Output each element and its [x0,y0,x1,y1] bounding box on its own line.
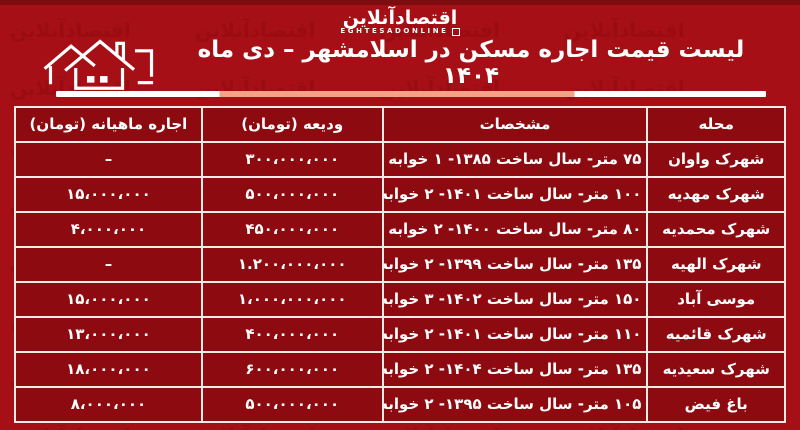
title-band: لیست قیمت اجاره مسکن در اسلامشهر – دی ما… [0,36,800,90]
table-row: باغ فیض ۱۰۵ متر- سال ساخت ۱۳۹۵- ۲ خوابه … [14,385,786,423]
specs-cell: ۱۵۰ متر- سال ساخت ۱۴۰۲- ۳ خوابه [381,280,649,318]
header-specs: مشخصات [381,105,649,143]
top-strip [0,0,800,5]
specs-cell: ۸۰ متر- سال ساخت ۱۴۰۰- ۲ خوابه [381,210,649,248]
neighborhood-cell: شهرک محمدیه [646,210,786,248]
table-row: شهرک سعیدیه ۱۳۵ متر- سال ساخت ۱۴۰۴- ۲ خو… [14,350,786,388]
brand-name-fa: اقتصادآنلاین [342,7,458,29]
neighborhood-cell: شهرک سعیدیه [646,350,786,388]
deposit-cell: ۱.۲۰۰،۰۰۰،۰۰۰ [200,245,384,283]
rent-cell: – [14,245,203,283]
neighborhood-cell: شهرک الهیه [646,245,786,283]
table-body: شهرک واوان ۷۵ متر- سال ساخت ۱۳۸۵- ۱ خواب… [14,140,786,423]
rent-price-table: محله مشخصات ودیعه (تومان) اجاره ماهیانه … [14,105,786,423]
title-underline [56,90,766,97]
rent-cell: ۱۸،۰۰۰،۰۰۰ [14,350,203,388]
table-row: شهرک واوان ۷۵ متر- سال ساخت ۱۳۸۵- ۱ خواب… [14,140,786,178]
rent-cell: ۸،۰۰۰،۰۰۰ [14,385,203,423]
specs-cell: ۷۵ متر- سال ساخت ۱۳۸۵- ۱ خوابه [381,140,649,178]
brand-flag-icon [451,27,460,36]
neighborhood-cell: باغ فیض [646,385,786,423]
rent-cell: ۴،۰۰۰،۰۰۰ [14,210,203,248]
header-rent: اجاره ماهیانه (تومان) [14,105,203,143]
neighborhood-cell: شهرک مهدیه [646,175,786,213]
page-title: لیست قیمت اجاره مسکن در اسلامشهر – دی ما… [197,36,745,89]
brand-name-en-text: EGHTESADONLINE [340,27,449,36]
deposit-cell: ۵۰۰،۰۰۰،۰۰۰ [200,175,384,213]
neighborhood-cell: موسی آباد [646,280,786,318]
table-header-row: محله مشخصات ودیعه (تومان) اجاره ماهیانه … [14,105,786,143]
header-neighborhood: محله [646,105,786,143]
house-icon [43,39,154,90]
watermark-text: اقتصادآنلاین [195,424,316,430]
table-row: شهرک الهیه ۱۳۵ متر- سال ساخت ۱۳۹۹- ۲ خوا… [14,245,786,283]
header-deposit: ودیعه (تومان) [200,105,384,143]
rent-cell: ۱۵،۰۰۰،۰۰۰ [14,280,203,318]
watermark-text: اقتصادآنلاین [379,424,500,430]
deposit-cell: ۴۵۰،۰۰۰،۰۰۰ [200,210,384,248]
deposit-cell: ۳۰۰،۰۰۰،۰۰۰ [200,140,384,178]
rent-cell: ۱۳،۰۰۰،۰۰۰ [14,315,203,353]
specs-cell: ۱۳۵ متر- سال ساخت ۱۴۰۴- ۲ خوابه [381,350,649,388]
rent-cell: – [14,140,203,178]
table-row: موسی آباد ۱۵۰ متر- سال ساخت ۱۴۰۲- ۳ خواب… [14,280,786,318]
table-row: شهرک قائمیه ۱۱۰ متر- سال ساخت ۱۴۰۱- ۲ خو… [14,315,786,353]
rent-cell: ۱۵،۰۰۰،۰۰۰ [14,175,203,213]
deposit-cell: ۶۰۰،۰۰۰،۰۰۰ [200,350,384,388]
deposit-cell: ۴۰۰،۰۰۰،۰۰۰ [200,315,384,353]
specs-cell: ۱۰۵ متر- سال ساخت ۱۳۹۵- ۲ خوابه [381,385,649,423]
watermark-text: اقتصادآنلاین [10,424,131,430]
brand-name-en: EGHTESADONLINE [340,27,460,36]
watermark-text: اقتصادآنلاین [564,424,685,430]
table-row: شهرک محمدیه ۸۰ متر- سال ساخت ۱۴۰۰- ۲ خوا… [14,210,786,248]
specs-cell: ۱۱۰ متر- سال ساخت ۱۴۰۱- ۲ خوابه [381,315,649,353]
deposit-cell: ۵۰۰،۰۰۰،۰۰۰ [200,385,384,423]
brand-logo: اقتصادآنلاین EGHTESADONLINE [0,5,800,36]
specs-cell: ۱۰۰ متر- سال ساخت ۱۴۰۱- ۲ خوابه [381,175,649,213]
table-row: شهرک مهدیه ۱۰۰ متر- سال ساخت ۱۴۰۱- ۲ خوا… [14,175,786,213]
deposit-cell: ۱،۰۰۰،۰۰۰،۰۰۰ [200,280,384,318]
neighborhood-cell: شهرک واوان [646,140,786,178]
neighborhood-cell: شهرک قائمیه [646,315,786,353]
specs-cell: ۱۳۵ متر- سال ساخت ۱۳۹۹- ۲ خوابه [381,245,649,283]
